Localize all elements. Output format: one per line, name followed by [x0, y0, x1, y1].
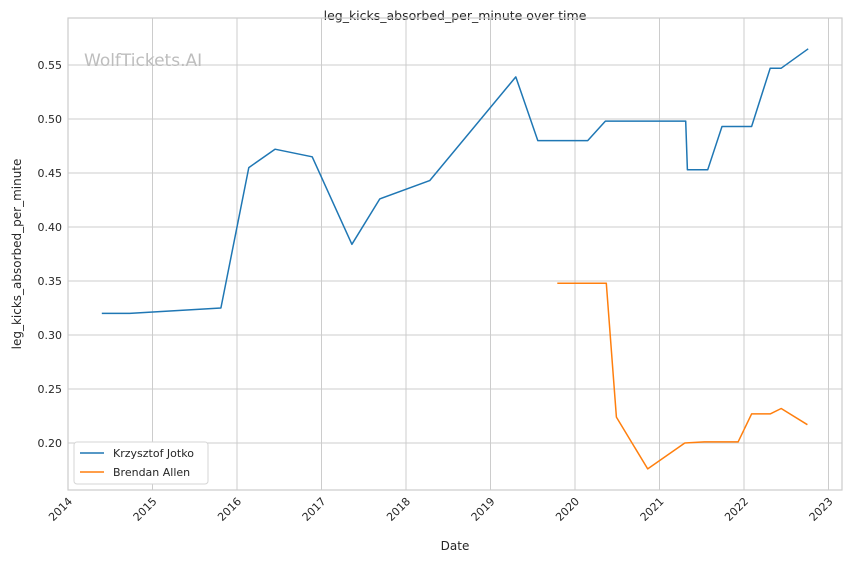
legend-label: Krzysztof Jotko — [113, 447, 194, 460]
y-tick-label: 0.30 — [38, 329, 63, 342]
x-tick-label: 2017 — [300, 495, 329, 524]
y-axis-label: leg_kicks_absorbed_per_minute — [10, 159, 24, 350]
x-axis-label: Date — [441, 539, 470, 553]
x-tick-label: 2022 — [722, 495, 751, 524]
x-tick-label: 2021 — [638, 495, 667, 524]
x-tick-label: 2019 — [469, 495, 498, 524]
legend-box — [73, 441, 209, 485]
watermark: WolfTickets.AI — [84, 51, 202, 71]
y-tick-label: 0.55 — [38, 59, 63, 72]
x-tick-label: 2014 — [46, 495, 75, 524]
y-tick-label: 0.35 — [38, 275, 63, 288]
legend: Krzysztof Jotko Brendan Allen — [73, 441, 209, 485]
x-tick-label: 2023 — [807, 495, 836, 524]
x-tick-label: 2016 — [215, 495, 244, 524]
y-tick-label: 0.45 — [38, 167, 63, 180]
y-tick-label: 0.25 — [38, 383, 63, 396]
series-line-brendan-allen — [557, 282, 808, 470]
series-line-krzysztof-jotko — [101, 48, 809, 315]
legend-label: Brendan Allen — [113, 466, 190, 479]
x-tick-label: 2020 — [553, 495, 582, 524]
x-tick-label: 2015 — [131, 495, 160, 524]
plot-frame — [67, 17, 843, 491]
y-tick-label: 0.40 — [38, 221, 63, 234]
y-tick-label: 0.20 — [38, 437, 63, 450]
x-tick-label: 2018 — [384, 495, 413, 524]
y-tick-label: 0.50 — [38, 113, 63, 126]
chart-title: leg_kicks_absorbed_per_minute over time — [324, 8, 587, 23]
